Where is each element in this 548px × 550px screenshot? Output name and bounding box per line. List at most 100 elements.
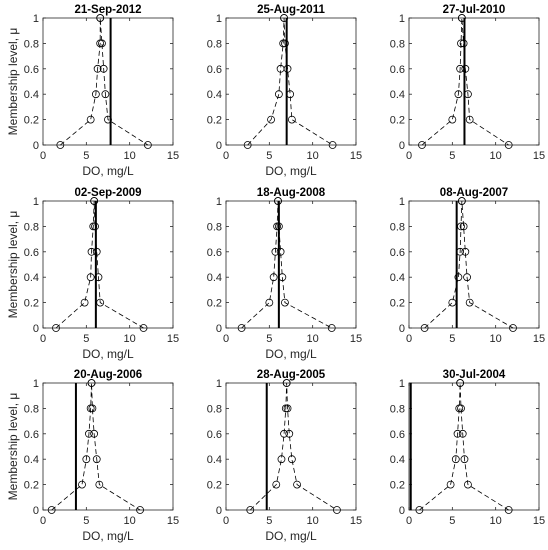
data-point [465, 115, 474, 124]
data-point [465, 298, 474, 307]
data-point [267, 115, 275, 124]
chart-title: 28-Aug-2005 [257, 369, 326, 381]
data-point [281, 298, 289, 307]
data-point [446, 480, 455, 489]
y-tick-label: 0.4 [390, 89, 405, 101]
series-line [424, 200, 514, 329]
axes-box [408, 382, 540, 511]
x-tick-label: 10 [490, 150, 502, 162]
data-point [87, 247, 96, 256]
y-tick-label: 0.8 [24, 221, 39, 233]
data-point [453, 429, 462, 438]
x-tick-label: 15 [350, 515, 362, 527]
data-point [418, 141, 426, 149]
y-tick-label: 0.6 [24, 247, 39, 259]
data-point [96, 14, 105, 22]
series-line [247, 17, 333, 146]
data-point [269, 273, 278, 282]
data-point [136, 506, 144, 514]
data-point [78, 480, 86, 489]
y-tick-label: 1 [33, 378, 39, 390]
y-tick-label: 0.8 [207, 403, 222, 415]
x-tick-label: 0 [406, 333, 412, 345]
y-tick-label: 0.8 [207, 221, 222, 233]
x-tick-label: 15 [533, 515, 545, 527]
x-tick-label: 5 [449, 515, 455, 527]
chart-title: 02-Sep-2009 [74, 187, 141, 199]
y-tick-label: 0.8 [390, 38, 405, 50]
y-tick-label: 0.2 [390, 115, 405, 127]
y-tick-label: 1 [33, 196, 39, 208]
x-tick-label: 15 [167, 515, 179, 527]
data-point [86, 115, 95, 124]
x-tick-label: 0 [406, 515, 412, 527]
data-point [56, 141, 65, 149]
chart-panel-3: 0 5 10 15 0 0.2 0.4 0.6 0.8 1 27-Jul-2010 [390, 4, 545, 162]
x-tick-label: 0 [40, 150, 46, 162]
series-line [51, 382, 141, 511]
y-tick-label: 0 [33, 505, 39, 517]
chart-title: 20-Aug-2006 [74, 369, 142, 381]
data-point [454, 90, 463, 99]
x-tick-label: 5 [449, 333, 455, 345]
y-tick-label: 0.4 [24, 272, 39, 284]
y-tick-label: 0.2 [24, 480, 39, 492]
data-point [265, 298, 274, 307]
x-tick-label: 10 [490, 333, 502, 345]
y-tick-label: 0.2 [207, 480, 222, 492]
axes-box [42, 17, 174, 146]
data-point [246, 506, 255, 514]
data-point [86, 404, 95, 413]
x-tick-label: 5 [83, 515, 89, 527]
y-tick-label: 0.6 [207, 429, 222, 441]
data-point [80, 298, 89, 307]
data-point [509, 324, 517, 332]
data-point [283, 404, 292, 413]
x-tick-label: 0 [223, 515, 229, 527]
data-point [457, 222, 465, 231]
chart-title: 18-Aug-2008 [257, 187, 326, 199]
data-point [448, 298, 457, 307]
data-point [82, 455, 91, 464]
data-point [463, 273, 471, 282]
y-tick-label: 0.4 [207, 454, 222, 466]
data-point [459, 39, 468, 48]
x-axis-label: DO, mg/L [265, 347, 317, 361]
y-tick-label: 0.4 [207, 272, 222, 284]
data-point [243, 141, 252, 149]
data-point [90, 429, 99, 438]
x-tick-label: 5 [83, 333, 89, 345]
x-tick-label: 15 [350, 333, 362, 345]
y-tick-label: 0 [33, 140, 39, 152]
y-tick-label: 0.2 [207, 115, 222, 127]
y-tick-label: 0.4 [207, 89, 222, 101]
data-point [86, 273, 95, 282]
y-tick-label: 0 [216, 505, 222, 517]
x-tick-label: 0 [223, 150, 229, 162]
chart-panel-9: 0 5 10 15 0 0.2 0.4 0.6 0.8 1 30-Jul-2004 [390, 369, 545, 527]
x-tick-label: 10 [124, 150, 136, 162]
x-tick-label: 15 [533, 333, 545, 345]
x-tick-label: 15 [533, 150, 545, 162]
y-tick-label: 0.8 [24, 38, 39, 50]
data-point [88, 404, 97, 413]
x-tick-label: 5 [266, 333, 272, 345]
y-tick-label: 1 [399, 378, 405, 390]
y-tick-label: 1 [399, 13, 405, 25]
y-tick-label: 0.6 [390, 64, 405, 76]
data-point [415, 506, 424, 514]
x-tick-label: 15 [350, 150, 362, 162]
data-point [104, 115, 112, 124]
x-axis-label: DO, mg/L [82, 347, 134, 361]
data-point [281, 404, 290, 413]
data-point [274, 197, 282, 205]
y-tick-label: 0.8 [390, 221, 405, 233]
y-tick-label: 0.8 [207, 38, 222, 50]
data-point [456, 64, 465, 73]
y-tick-label: 0.8 [24, 403, 39, 415]
data-point [457, 404, 465, 413]
data-point [95, 480, 104, 489]
data-point [287, 115, 296, 124]
data-point [92, 247, 101, 256]
y-tick-label: 0.2 [390, 480, 405, 492]
